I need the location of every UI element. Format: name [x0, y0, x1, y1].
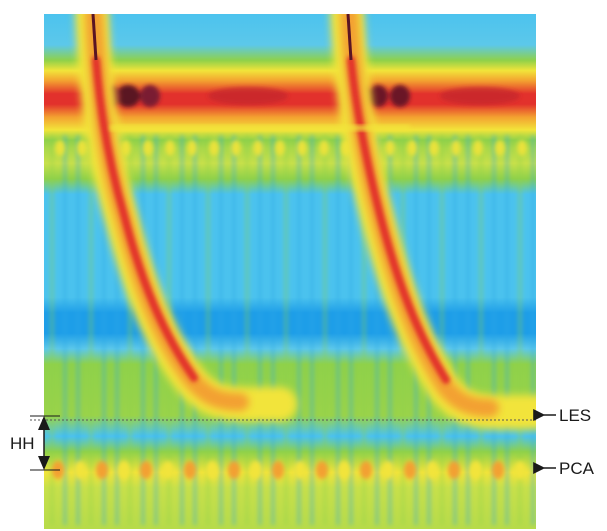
texture-stripe: [505, 135, 509, 525]
pca-blob: [448, 461, 460, 479]
texture-stripe: [362, 135, 366, 525]
upper-blob: [407, 140, 417, 156]
texture-stripe: [310, 135, 314, 525]
texture-stripe: [297, 135, 301, 525]
les-pointer: LES: [533, 406, 591, 425]
pca-blob: [74, 461, 86, 479]
texture-stripe: [284, 135, 288, 525]
texture-stripe: [115, 135, 119, 525]
upper-blob: [187, 140, 197, 156]
pca-blob: [272, 461, 284, 479]
ues-high-pressure-band: [104, 85, 520, 107]
pca-blob: [206, 461, 218, 479]
texture-stripe: [206, 135, 210, 525]
pca-blob: [162, 461, 174, 479]
texture-stripe: [479, 135, 483, 525]
texture-stripe: [258, 135, 262, 525]
texture-stripe: [375, 135, 379, 525]
upper-blob: [253, 140, 263, 156]
upper-blob: [473, 140, 483, 156]
pca-blob: [360, 461, 372, 479]
pca-blob: [382, 461, 394, 479]
texture-stripe: [102, 135, 106, 525]
pca-blob: [140, 461, 152, 479]
upper-blob: [429, 140, 439, 156]
pca-blob: [250, 461, 262, 479]
texture-stripe: [271, 135, 275, 525]
texture-stripe: [492, 135, 496, 525]
pca-blob: [514, 461, 526, 479]
texture-stripe: [50, 135, 54, 525]
texture-stripe: [245, 135, 249, 525]
upper-blob: [319, 140, 329, 156]
hh-distance-arrow: [38, 416, 50, 470]
pca-blob: [96, 461, 108, 479]
upper-blob: [77, 140, 87, 156]
pca-pointer: PCA: [533, 459, 595, 478]
pca-blob: [338, 461, 350, 479]
texture-stripe: [323, 135, 327, 525]
pca-blob: [426, 461, 438, 479]
texture-stripe: [531, 135, 535, 525]
upper-blob: [385, 140, 395, 156]
texture-stripe: [219, 135, 223, 525]
pressure-topography-plot: [44, 14, 536, 529]
upper-blob: [209, 140, 219, 156]
upper-blob: [165, 140, 175, 156]
pca-pressure-blobs: [52, 140, 527, 479]
upper-blob: [517, 140, 527, 156]
texture-stripe: [518, 135, 522, 525]
texture-stripe: [453, 135, 457, 525]
hh-label: HH: [10, 434, 35, 453]
les-label: LES: [559, 406, 591, 425]
peristaltic-wave-1: [75, 14, 297, 421]
upper-blob: [121, 140, 131, 156]
upper-blob: [495, 140, 505, 156]
texture-stripe: [193, 135, 197, 525]
upper-blob: [275, 140, 285, 156]
texture-stripe: [336, 135, 340, 525]
pca-blob: [470, 461, 482, 479]
peristaltic-wave-2: [330, 14, 536, 429]
pca-blob: [118, 461, 130, 479]
texture-stripe: [349, 135, 353, 525]
pca-blob: [404, 461, 416, 479]
texture-stripe: [89, 135, 93, 525]
texture-stripe: [388, 135, 392, 525]
pca-blob: [492, 461, 504, 479]
texture-stripe: [128, 135, 132, 525]
pca-label: PCA: [559, 459, 595, 478]
texture-stripe: [63, 135, 67, 525]
upper-blob: [231, 140, 241, 156]
upper-blob: [451, 140, 461, 156]
upper-blob: [143, 140, 153, 156]
pca-blob: [228, 461, 240, 479]
texture-stripe: [440, 135, 444, 525]
texture-stripe: [76, 135, 80, 525]
upper-blob: [55, 140, 65, 156]
texture-stripe: [232, 135, 236, 525]
texture-stripe: [180, 135, 184, 525]
pca-blob: [316, 461, 328, 479]
upper-blob: [297, 140, 307, 156]
texture-stripe: [466, 135, 470, 525]
pca-blob: [294, 461, 306, 479]
pca-blob: [184, 461, 196, 479]
